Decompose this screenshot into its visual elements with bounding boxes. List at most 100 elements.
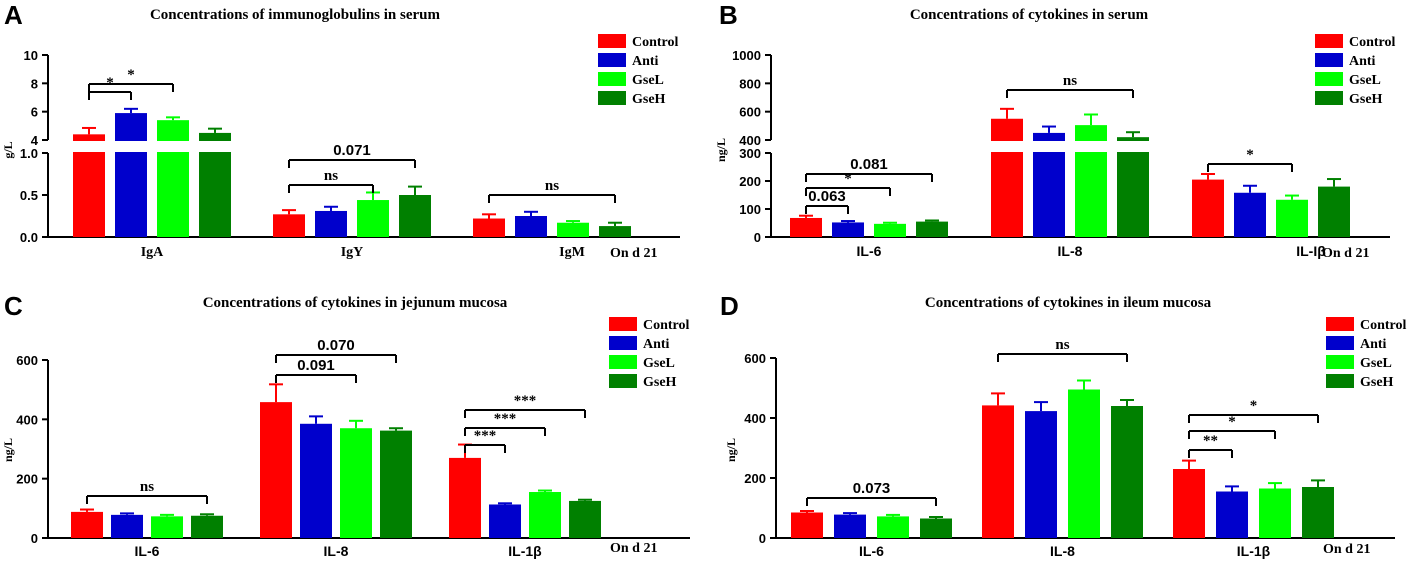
- bar-control: [790, 217, 822, 237]
- legend-swatch-control: [609, 317, 637, 331]
- y-tick-label: 6: [31, 105, 38, 120]
- legend-swatch-gsel: [1326, 355, 1354, 369]
- bar-control: [71, 511, 103, 538]
- significance-label: **: [1203, 433, 1218, 449]
- significance-bracket: [464, 409, 586, 418]
- bar-control: [1192, 179, 1224, 237]
- significance-bracket: [1188, 414, 1319, 423]
- significance-label: ns: [324, 168, 338, 184]
- legend-swatch-gsel: [609, 355, 637, 369]
- significance-bracket: [488, 194, 616, 203]
- bar-control: [273, 214, 305, 237]
- bar-anti: [115, 113, 147, 237]
- bar-anti: [111, 514, 143, 538]
- category-label: IL-8: [324, 543, 349, 559]
- bar-control: [1173, 469, 1205, 538]
- bar-gseh: [1111, 406, 1143, 538]
- bar-gsel: [1259, 488, 1291, 538]
- bar-gsel: [157, 120, 189, 237]
- category-label: IL-6: [859, 543, 884, 559]
- y-axis-label: ng/L: [724, 438, 738, 462]
- y-tick-label: 100: [739, 202, 761, 217]
- significance-label: ns: [1055, 337, 1069, 353]
- significance-bracket: [86, 495, 208, 504]
- legend-label: GseH: [643, 375, 677, 390]
- panel-A: A Concentrations of immunoglobulins in se…: [1, 0, 680, 261]
- bar-gseh: [599, 226, 631, 237]
- category-label: IL-Iβ: [1296, 243, 1326, 259]
- timepoint-note: On d 21: [1322, 246, 1369, 261]
- legend-label: GseL: [643, 356, 675, 371]
- bar-anti: [1025, 411, 1057, 538]
- y-tick-label: 0: [31, 531, 38, 546]
- bar-gseh: [916, 221, 948, 237]
- significance-label: ns: [545, 178, 559, 194]
- significance-label: 0.063: [808, 188, 846, 205]
- significance-label: *: [1246, 147, 1254, 163]
- legend-label: Control: [1360, 318, 1407, 333]
- significance-label: ***: [494, 411, 517, 427]
- y-axis-label: g/L: [1, 141, 15, 158]
- y-tick-label: 600: [739, 105, 761, 120]
- legend-swatch-gsel: [1315, 72, 1343, 86]
- panel-label: B: [719, 0, 738, 30]
- y-tick-label: 1.0: [20, 146, 38, 161]
- significance-label: ***: [474, 428, 497, 444]
- legend-label: Anti: [643, 337, 670, 352]
- legend-label: GseH: [1349, 92, 1383, 107]
- significance-label: ns: [1063, 73, 1077, 89]
- y-tick-label: 0: [754, 230, 761, 245]
- legend-swatch-gseh: [1315, 91, 1343, 105]
- y-tick-label: 600: [16, 353, 38, 368]
- significance-bracket: [275, 354, 397, 363]
- significance-bracket: [464, 444, 506, 453]
- bar-anti: [1216, 491, 1248, 538]
- significance-bracket: [464, 427, 546, 436]
- y-tick-label: 4: [31, 133, 39, 148]
- panel-C: C Concentrations of cytokines in jejunum …: [1, 291, 690, 559]
- y-tick-label: 200: [744, 471, 766, 486]
- bar-gsel: [340, 428, 372, 538]
- bar-control: [982, 405, 1014, 538]
- bar-control: [473, 218, 505, 237]
- bar-gseh: [1117, 137, 1149, 237]
- significance-bracket: [997, 353, 1128, 362]
- category-label: IL-8: [1058, 243, 1083, 259]
- category-label: IL-6: [135, 543, 160, 559]
- y-tick-label: 400: [16, 412, 38, 427]
- significance-label: *: [127, 67, 135, 83]
- legend-label: Control: [643, 318, 690, 333]
- bar-control: [260, 402, 292, 538]
- bar-gsel: [557, 222, 589, 237]
- bar-gsel: [877, 516, 909, 538]
- y-tick-label: 0: [759, 531, 766, 546]
- category-label: IL-8: [1050, 543, 1075, 559]
- bar-anti: [834, 514, 866, 538]
- y-tick-label: 200: [16, 472, 38, 487]
- significance-bracket: [805, 205, 849, 214]
- legend-label: GseH: [632, 92, 666, 107]
- chart-title: Concentrations of cytokines in ileum muc…: [925, 295, 1212, 311]
- significance-bracket: [806, 497, 937, 506]
- axis-break-gap: [40, 141, 672, 152]
- bar-gseh: [920, 518, 952, 538]
- legend-swatch-anti: [598, 53, 626, 67]
- y-tick-label: 0.0: [20, 230, 38, 245]
- significance-label: *: [1250, 398, 1258, 414]
- legend-label: GseL: [1360, 356, 1392, 371]
- bar-gsel: [151, 516, 183, 538]
- bar-gsel: [1068, 389, 1100, 538]
- y-tick-label: 400: [739, 133, 761, 148]
- bar-control: [991, 118, 1023, 237]
- bar-anti: [489, 504, 521, 538]
- legend-swatch-anti: [1315, 53, 1343, 67]
- panel-D: D Concentrations of cytokines in ileum mu…: [720, 291, 1407, 559]
- category-label: IgM: [559, 245, 585, 260]
- significance-bracket: [88, 91, 132, 100]
- significance-bracket: [1188, 430, 1276, 439]
- legend-swatch-anti: [1326, 336, 1354, 350]
- significance-bracket: [805, 187, 891, 196]
- bar-gseh: [569, 500, 601, 538]
- bar-anti: [515, 216, 547, 237]
